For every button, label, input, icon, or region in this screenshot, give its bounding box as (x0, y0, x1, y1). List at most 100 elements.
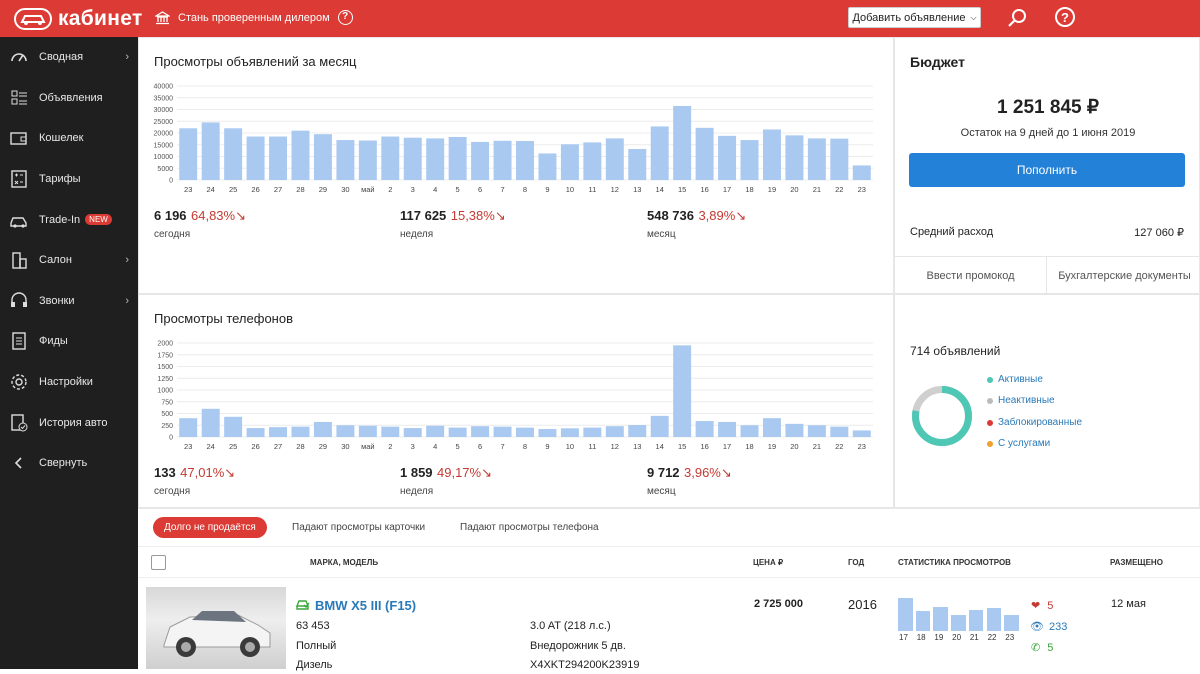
car-photo[interactable] (146, 587, 286, 669)
tab-long-unsold[interactable]: Долго не продаётся (153, 517, 267, 538)
bar[interactable] (448, 427, 467, 437)
bar[interactable] (718, 421, 737, 437)
legend-blocked[interactable]: Заблокированные (987, 417, 1082, 428)
bar[interactable] (762, 129, 781, 180)
legend-active[interactable]: Активные (987, 374, 1043, 385)
promo-code-button[interactable]: Ввести промокод (895, 257, 1047, 295)
legend-inactive[interactable]: Неактивные (987, 395, 1055, 406)
logo[interactable]: кабинет (14, 7, 143, 31)
bar[interactable] (179, 128, 198, 180)
bar[interactable] (426, 425, 445, 437)
x-tick-label: 21 (813, 185, 821, 194)
bar[interactable] (224, 128, 243, 180)
bar[interactable] (448, 136, 467, 180)
become-dealer-link[interactable]: Стань проверенным дилером ? (155, 10, 353, 25)
bar[interactable] (830, 138, 849, 180)
sidebar-item-4[interactable]: Trade-In NEW (0, 199, 138, 240)
bar[interactable] (493, 140, 512, 180)
bar[interactable] (852, 165, 871, 180)
bar[interactable] (313, 134, 332, 180)
bar[interactable] (403, 428, 422, 437)
bar[interactable] (538, 153, 557, 180)
bar[interactable] (538, 429, 557, 437)
listing-title-link[interactable]: BMW X5 III (F15) (315, 598, 417, 613)
sidebar-item-6[interactable]: Звонки › (0, 281, 138, 322)
bar[interactable] (695, 421, 714, 437)
sidebar-item-3[interactable]: Тарифы (0, 159, 138, 200)
bar[interactable] (830, 426, 849, 437)
add-listing-dropdown[interactable]: Добавить объявление ⌵ (848, 7, 981, 28)
sidebar-item-7[interactable]: Фиды (0, 321, 138, 362)
tab-phone-views-falling[interactable]: Падают просмотры телефона (460, 522, 599, 533)
sidebar-item-5[interactable]: Салон › (0, 240, 138, 281)
bar[interactable] (628, 148, 647, 180)
bar[interactable] (403, 137, 422, 180)
bar[interactable] (201, 408, 220, 437)
bar[interactable] (269, 136, 288, 180)
bar[interactable] (269, 427, 288, 437)
bar[interactable] (807, 138, 826, 180)
bar[interactable] (695, 127, 714, 180)
bar[interactable] (426, 138, 445, 180)
bar[interactable] (560, 144, 579, 180)
sidebar-item-1[interactable]: Объявления (0, 78, 138, 119)
header-price[interactable]: ЦЕНА ₽ (753, 558, 784, 567)
bar[interactable] (516, 427, 534, 437)
bar[interactable] (516, 140, 534, 180)
bar[interactable] (740, 140, 759, 180)
help-icon[interactable]: ? (1055, 7, 1075, 27)
bar[interactable] (381, 136, 400, 180)
bar[interactable] (673, 345, 692, 437)
legend-services[interactable]: С услугами (987, 438, 1050, 449)
bar[interactable] (201, 122, 220, 180)
bar[interactable] (358, 140, 377, 180)
sidebar-item-8[interactable]: Настройки (0, 362, 138, 403)
bar[interactable] (807, 425, 826, 437)
bar[interactable] (336, 140, 355, 180)
select-all-checkbox[interactable] (151, 555, 166, 570)
header-placed[interactable]: РАЗМЕЩЕНО (1110, 558, 1163, 567)
bar[interactable] (718, 135, 737, 180)
bar[interactable] (224, 416, 243, 437)
bar[interactable] (740, 425, 759, 437)
header-year[interactable]: ГОД (848, 558, 865, 567)
bar[interactable] (471, 426, 490, 437)
bar[interactable] (650, 415, 669, 437)
bar[interactable] (785, 423, 804, 437)
header-model[interactable]: МАРКА, МОДЕЛЬ (310, 558, 379, 567)
bar[interactable] (246, 136, 265, 180)
x-tick-label: 19 (768, 185, 776, 194)
sidebar-item-9[interactable]: История авто (0, 402, 138, 443)
table-row[interactable]: BMW X5 III (F15) 63 453 Полный Дизель 3.… (138, 578, 1200, 671)
bar[interactable] (560, 428, 579, 437)
bar[interactable] (246, 428, 265, 437)
bar[interactable] (583, 142, 602, 180)
bar[interactable] (493, 426, 512, 437)
bar[interactable] (628, 425, 647, 437)
sidebar-item-2[interactable]: Кошелек (0, 118, 138, 159)
bar[interactable] (785, 135, 804, 180)
bar[interactable] (605, 426, 624, 437)
bar[interactable] (358, 425, 377, 437)
bar[interactable] (673, 105, 692, 180)
bar[interactable] (605, 138, 624, 180)
bar[interactable] (381, 426, 400, 437)
bar[interactable] (583, 427, 602, 437)
bar[interactable] (650, 126, 669, 180)
bar[interactable] (471, 141, 490, 180)
sidebar-item-10[interactable]: Свернуть (0, 443, 138, 484)
bar[interactable] (852, 430, 871, 437)
bar[interactable] (291, 130, 310, 180)
dealer-help-icon[interactable]: ? (337, 10, 353, 25)
sidebar-item-0[interactable]: Сводная › (0, 37, 138, 78)
bar[interactable] (179, 418, 198, 437)
chevron-left-icon (9, 453, 29, 473)
bar[interactable] (336, 425, 355, 437)
tab-card-views-falling[interactable]: Падают просмотры карточки (292, 522, 426, 533)
accounting-docs-button[interactable]: Бухгалтерские документы (1058, 270, 1191, 282)
bar[interactable] (291, 426, 310, 437)
bar[interactable] (762, 418, 781, 437)
top-up-button[interactable]: Пополнить (909, 153, 1185, 187)
bar[interactable] (313, 421, 332, 437)
search-icon[interactable] (1007, 7, 1029, 29)
